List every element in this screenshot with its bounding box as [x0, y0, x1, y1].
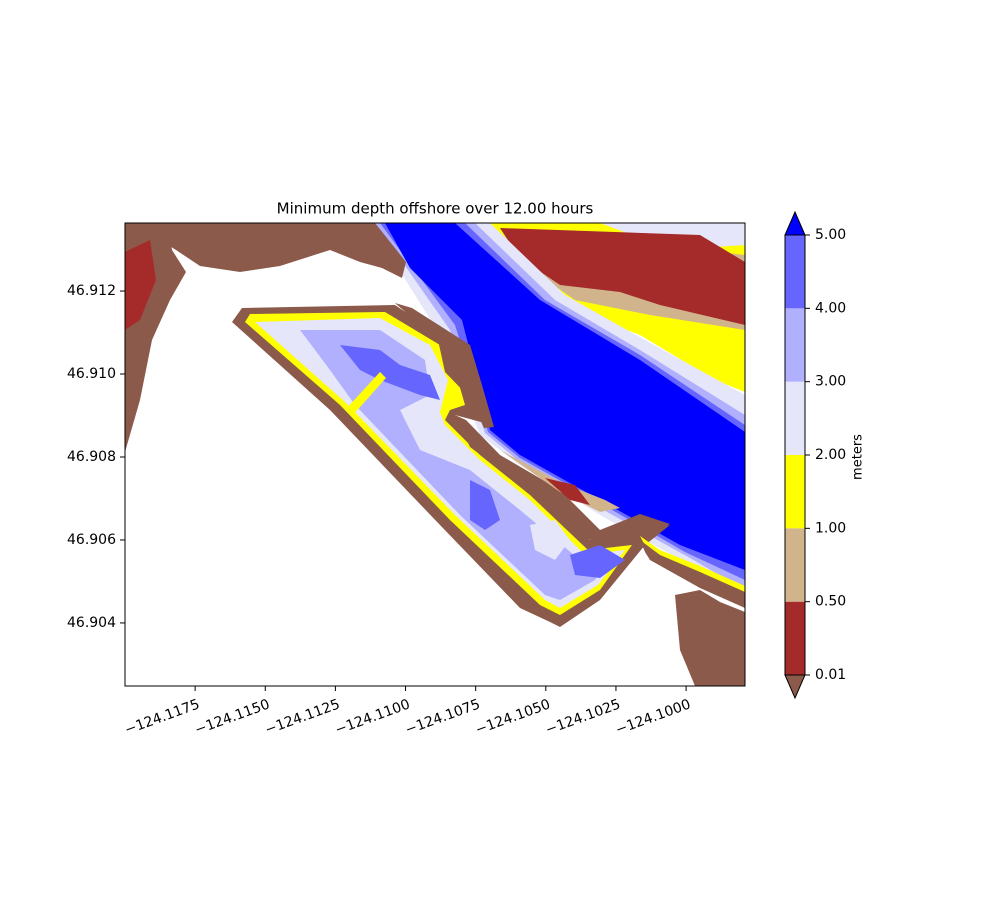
colorbar-tick-label: 0.01 — [815, 667, 846, 683]
region — [470, 480, 500, 530]
y-tick-label: 46.910 — [67, 366, 116, 382]
colorbar-tick-label: 4.00 — [815, 300, 846, 316]
region — [340, 345, 440, 400]
colorbar-tick-label: 1.00 — [815, 520, 846, 536]
colorbar-segment — [785, 455, 805, 529]
region — [385, 223, 745, 570]
region — [160, 223, 406, 278]
colorbar-tick-label: 5.00 — [815, 227, 846, 243]
region — [395, 303, 494, 428]
x-tick-label: −124.1050 — [473, 696, 552, 738]
x-tick-label: −124.1100 — [333, 696, 412, 738]
y-tick-label: 46.904 — [67, 615, 116, 631]
x-tick-label: −124.1075 — [403, 696, 482, 738]
x-tick-label: −124.1125 — [263, 696, 342, 738]
colorbar-segment — [785, 528, 805, 602]
colorbar-tick-label: 0.50 — [815, 594, 846, 610]
colorbar-label: meters — [851, 434, 866, 480]
region — [545, 478, 590, 505]
colorbar-tick-label: 3.00 — [815, 374, 846, 390]
colorbar-segment — [785, 601, 805, 675]
y-tick-label: 46.912 — [67, 283, 116, 299]
region — [125, 240, 156, 330]
y-tick-label: 46.906 — [67, 532, 116, 548]
colorbar-extend-under — [784, 674, 806, 700]
region — [500, 228, 745, 325]
map — [125, 223, 745, 686]
y-tick-label: 46.908 — [67, 449, 116, 465]
axes-frame — [124, 222, 746, 687]
colorbar-segment — [785, 235, 805, 309]
x-tick-label: −124.1025 — [543, 696, 622, 738]
colorbar-extend-over — [784, 210, 806, 236]
region — [455, 415, 670, 546]
colorbar-segment — [785, 308, 805, 382]
region — [530, 520, 570, 560]
region — [675, 590, 745, 686]
x-tick-label: −124.1000 — [614, 696, 693, 738]
x-tick-label: −124.1175 — [123, 696, 202, 738]
region — [500, 450, 620, 512]
region — [640, 540, 745, 608]
x-tick-label: −124.1150 — [193, 696, 272, 738]
region — [345, 372, 386, 416]
colorbar-tick-label: 2.00 — [815, 447, 846, 463]
region — [570, 545, 625, 578]
colorbar-segment — [785, 381, 805, 455]
chart-title: Minimum depth offshore over 12.00 hours — [277, 200, 594, 218]
